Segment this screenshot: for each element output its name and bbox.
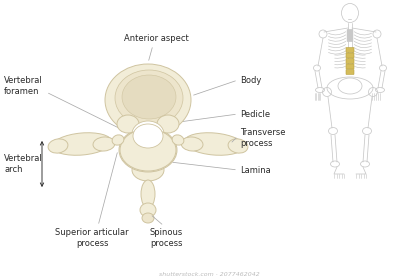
Text: Vertebral
foramen: Vertebral foramen: [4, 76, 43, 96]
FancyBboxPatch shape: [346, 59, 354, 64]
Text: Pedicle: Pedicle: [240, 109, 270, 118]
FancyBboxPatch shape: [347, 29, 353, 33]
FancyBboxPatch shape: [347, 35, 353, 39]
Text: Lamina: Lamina: [240, 165, 271, 174]
Ellipse shape: [132, 159, 164, 181]
Ellipse shape: [140, 203, 156, 217]
FancyBboxPatch shape: [347, 32, 353, 36]
Text: Spinous
process: Spinous process: [149, 228, 183, 248]
Ellipse shape: [122, 75, 176, 119]
Ellipse shape: [52, 133, 112, 155]
Ellipse shape: [172, 135, 184, 145]
Text: Body: Body: [240, 76, 261, 85]
Ellipse shape: [112, 135, 124, 145]
FancyBboxPatch shape: [346, 64, 354, 69]
Ellipse shape: [132, 121, 164, 147]
Ellipse shape: [157, 115, 179, 133]
FancyBboxPatch shape: [347, 38, 353, 42]
Text: Superior articular
process: Superior articular process: [55, 228, 129, 248]
Text: shutterstock.com · 2077462042: shutterstock.com · 2077462042: [158, 272, 260, 277]
Ellipse shape: [184, 133, 244, 155]
Ellipse shape: [115, 70, 183, 126]
Ellipse shape: [141, 180, 155, 208]
Ellipse shape: [181, 137, 203, 151]
Ellipse shape: [105, 64, 191, 136]
Ellipse shape: [119, 128, 177, 172]
Ellipse shape: [142, 213, 154, 223]
Ellipse shape: [48, 139, 68, 153]
Ellipse shape: [93, 137, 115, 151]
FancyBboxPatch shape: [346, 53, 354, 58]
Ellipse shape: [117, 115, 139, 133]
Text: Anterior aspect: Anterior aspect: [124, 34, 189, 43]
FancyBboxPatch shape: [346, 69, 354, 74]
Text: Vertebral
arch: Vertebral arch: [4, 154, 43, 174]
Ellipse shape: [228, 139, 248, 153]
Ellipse shape: [133, 124, 163, 148]
FancyBboxPatch shape: [346, 48, 354, 53]
Text: Transverse
process: Transverse process: [240, 128, 285, 148]
Ellipse shape: [120, 129, 176, 171]
